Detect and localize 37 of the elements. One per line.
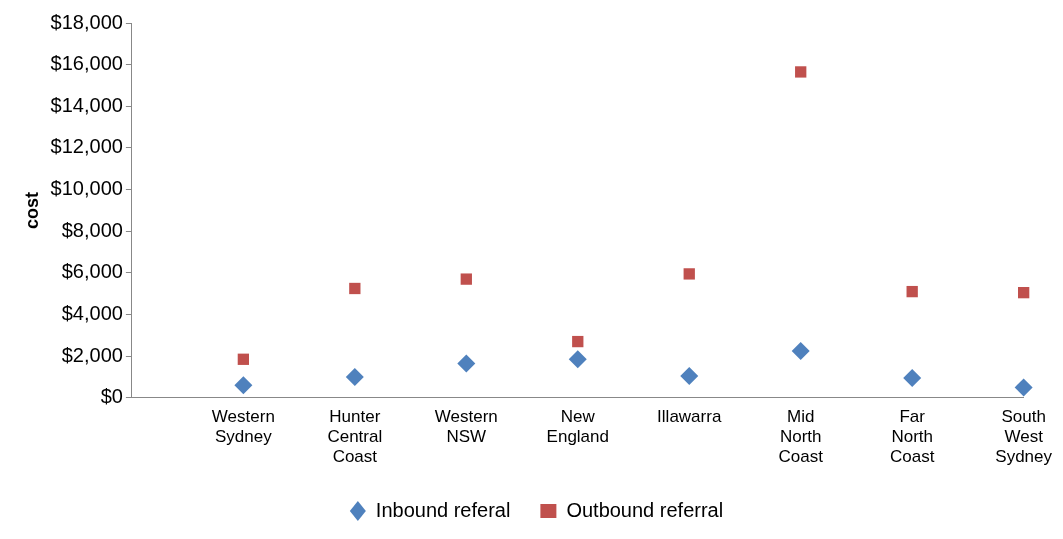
y-tick-label: $8,000 bbox=[61, 218, 123, 241]
legend-label: Outbound referral bbox=[566, 498, 724, 521]
point bbox=[680, 366, 699, 385]
y-tick-label: $10,000 bbox=[50, 177, 123, 200]
y-tick-label: $16,000 bbox=[50, 52, 123, 75]
x-tick-label: New England bbox=[546, 406, 609, 447]
x-tick-label: Far North Coast bbox=[889, 406, 935, 467]
y-tick-label: $2,000 bbox=[61, 343, 123, 366]
y-tick-label: $18,000 bbox=[50, 10, 123, 33]
x-tick-label: Hunter Central Coast bbox=[327, 406, 383, 467]
point bbox=[572, 335, 584, 348]
point bbox=[457, 354, 476, 373]
point bbox=[237, 353, 250, 365]
y-tick-label: $4,000 bbox=[61, 302, 123, 325]
point bbox=[234, 376, 253, 395]
point bbox=[1014, 378, 1033, 397]
point bbox=[795, 66, 807, 78]
x-tick-label: Mid North Coast bbox=[778, 406, 824, 467]
point bbox=[349, 282, 361, 295]
x-tick-label: Western NSW bbox=[434, 406, 498, 447]
y-tick-label: $12,000 bbox=[50, 135, 123, 158]
y-tick-label: $0 bbox=[100, 385, 123, 408]
y-tick-label: $14,000 bbox=[50, 93, 123, 116]
point bbox=[568, 350, 587, 369]
y-tick-label: $6,000 bbox=[61, 260, 123, 283]
x-tick-label: South West Sydney bbox=[995, 406, 1053, 467]
point bbox=[460, 273, 472, 285]
point bbox=[1017, 286, 1030, 299]
point bbox=[903, 369, 922, 388]
legend-label: Inbound referal bbox=[375, 498, 511, 521]
x-tick-label: Western Sydney bbox=[211, 406, 275, 447]
point bbox=[906, 285, 918, 298]
y-axis-title: cost bbox=[21, 191, 42, 229]
point bbox=[683, 268, 695, 280]
x-tick-label: Illawarra bbox=[657, 406, 722, 426]
point bbox=[345, 367, 364, 386]
point bbox=[791, 341, 810, 360]
